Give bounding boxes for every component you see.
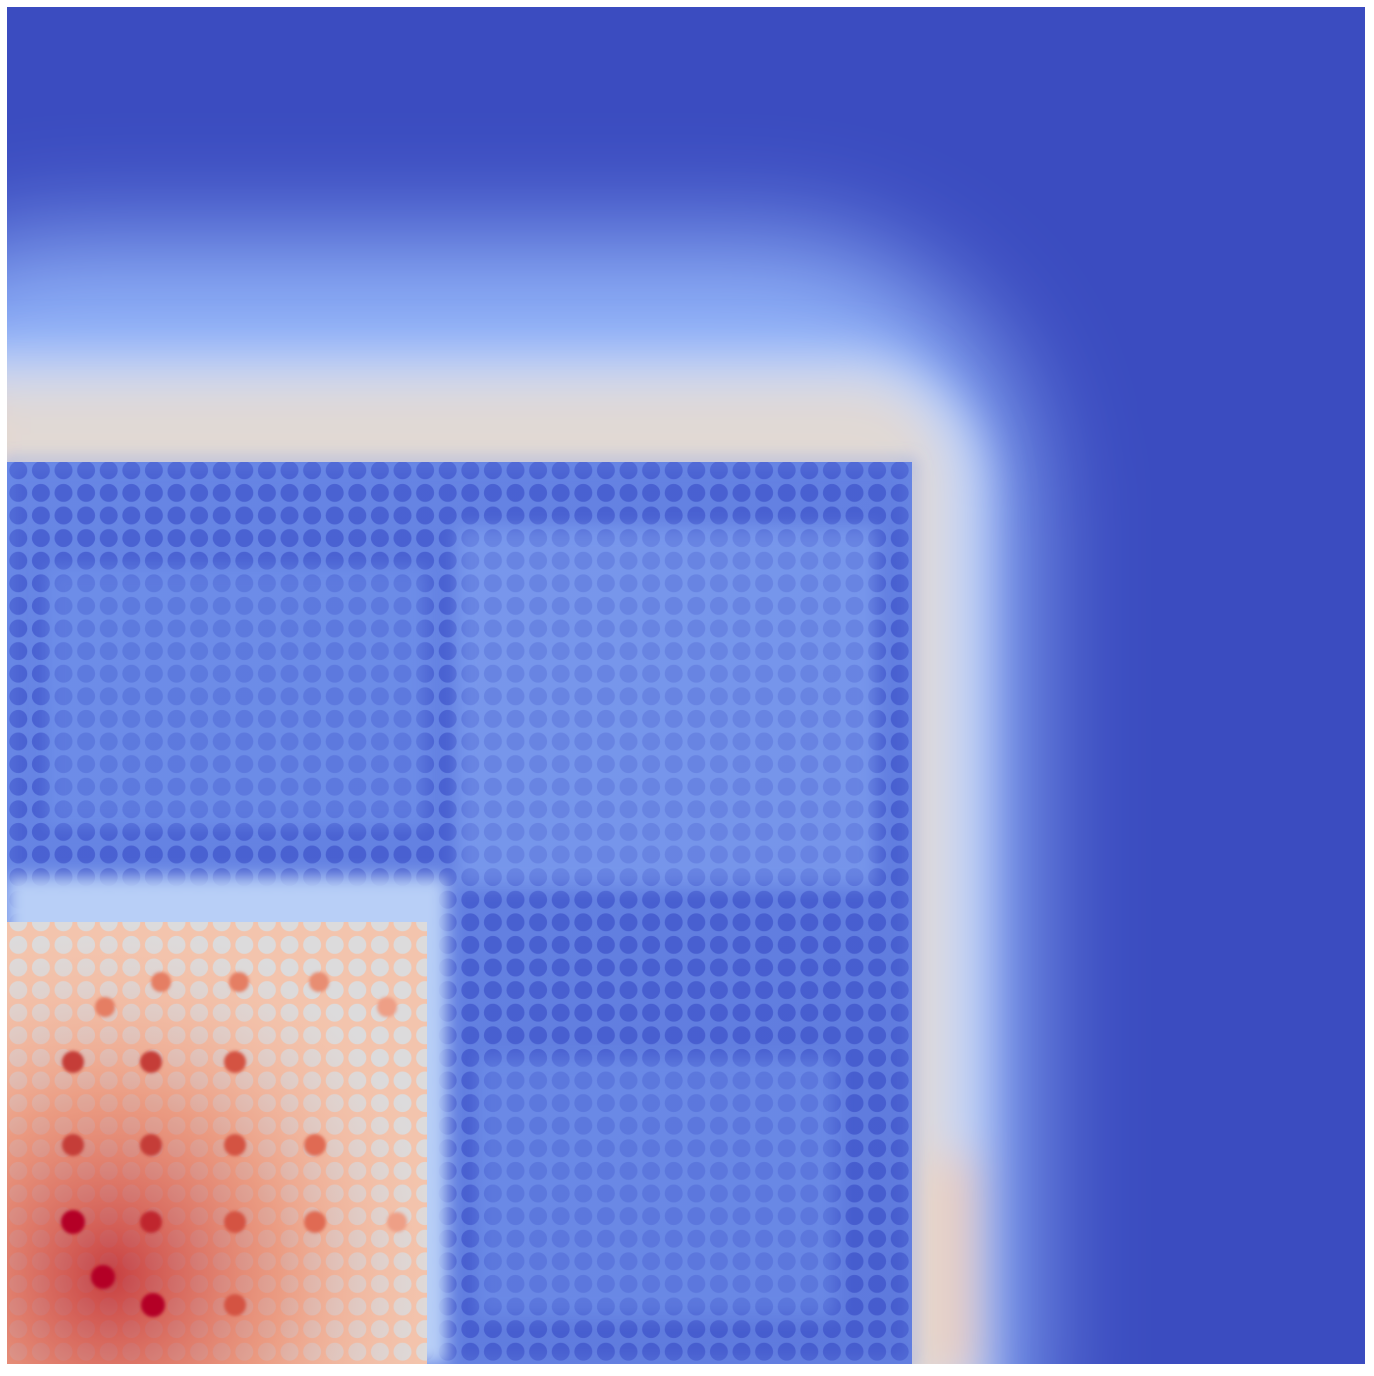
hot-spot xyxy=(304,1134,326,1156)
field-canvas xyxy=(7,7,1365,1364)
hot-spot xyxy=(224,1211,246,1233)
hot-spot xyxy=(224,1134,246,1156)
hot-spot-markers xyxy=(61,972,407,1317)
inner-block xyxy=(7,460,914,1364)
hot-spot xyxy=(309,972,329,992)
hot-spot xyxy=(151,972,171,992)
hot-spot xyxy=(377,997,397,1017)
hot-spot xyxy=(62,1051,84,1073)
hot-spot xyxy=(224,1051,246,1073)
hot-spot xyxy=(229,972,249,992)
hot-spot xyxy=(140,1211,162,1233)
hot-spot xyxy=(95,997,115,1017)
hot-spot xyxy=(140,1134,162,1156)
field-visualization xyxy=(7,7,1365,1364)
hot-spot xyxy=(224,1294,246,1316)
hot-spot xyxy=(62,1134,84,1156)
hot-spot xyxy=(387,1212,407,1232)
hot-subregion xyxy=(7,877,447,1364)
hot-spot xyxy=(61,1210,85,1234)
hot-spot xyxy=(304,1211,326,1233)
hot-spot xyxy=(91,1265,115,1289)
hot-spot xyxy=(141,1293,165,1317)
hot-spot xyxy=(140,1051,162,1073)
